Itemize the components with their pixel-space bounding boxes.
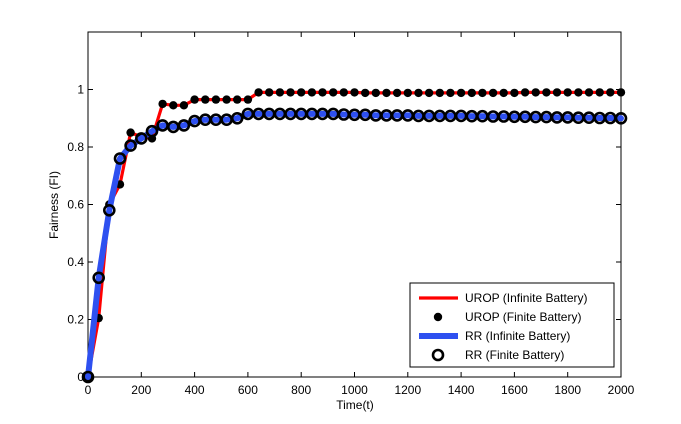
urop-finite-battery-point: [254, 88, 263, 97]
axis-tick-labels: 0 200 400 600 800 1000 1200 1400 1600 1800 2000 0 0.…: [67, 83, 634, 398]
urop-finite-battery-point: [233, 95, 242, 104]
x-tick-label: 800: [291, 383, 311, 397]
y-tick-label: 0.6: [67, 198, 84, 212]
rr-finite-battery-point: [135, 132, 148, 145]
rr-finite-battery-point: [145, 124, 159, 138]
urop-finite-battery-point: [243, 95, 253, 104]
x-tick-label: 1000: [341, 383, 368, 397]
rr-infinite-battery-line: [85, 110, 624, 380]
urop-finite-battery-point: [275, 88, 285, 97]
urop-finite-battery-point: [424, 88, 434, 98]
urop-finite-battery-point: [563, 88, 572, 97]
urop-finite-battery-point: [499, 88, 508, 98]
urop-finite-battery-point: [126, 128, 135, 137]
x-tick-label: 1800: [554, 383, 581, 397]
rr-finite-battery-point: [81, 370, 95, 384]
urop-finite-battery-point: [371, 88, 380, 98]
urop-finite-battery-point: [392, 88, 402, 98]
urop-finite-battery-point: [211, 95, 221, 104]
urop-finite-battery-point: [318, 88, 327, 97]
urop-finite-battery-point: [574, 88, 583, 97]
y-tick-label: 0.8: [67, 140, 84, 154]
urop-finite-battery-point: [201, 95, 210, 104]
rr-finite-battery-point: [113, 152, 127, 165]
urop-finite-battery-point: [350, 88, 359, 97]
x-tick-label: 200: [131, 383, 151, 397]
legend: UROP (Infinite Battery) UROP (Finite Batt…: [409, 282, 615, 368]
urop-finite-battery-point: [584, 88, 594, 97]
urop-finite-battery-point: [339, 88, 348, 97]
y-tick-label: 0: [77, 370, 84, 384]
axis-ticks: [87, 32, 622, 378]
urop-finite-battery-point: [616, 88, 626, 97]
urop-finite-battery-point: [190, 95, 199, 104]
urop-finite-battery-point: [531, 88, 540, 97]
x-tick-label: 600: [238, 383, 258, 397]
urop-finite-battery-point: [467, 88, 476, 98]
rr-finite-battery-point: [124, 139, 137, 152]
legend-swatch-rr-finite-battery: [431, 348, 445, 362]
urop-finite-battery-point: [456, 88, 466, 98]
y-axis-label: Fairness (FI): [47, 171, 61, 239]
urop-finite-battery-point: [307, 88, 317, 97]
urop-finite-battery-point: [403, 88, 412, 98]
rr-finite-battery-point: [177, 119, 191, 132]
series-layer: [81, 88, 628, 384]
urop-finite-battery-points: [83, 88, 626, 382]
urop-finite-battery-point: [158, 99, 167, 109]
urop-finite-battery-point: [286, 88, 295, 97]
urop-finite-battery-point: [478, 88, 487, 98]
urop-finite-battery-point: [329, 88, 338, 97]
urop-finite-battery-point: [222, 95, 231, 104]
urop-finite-battery-point: [606, 88, 615, 97]
rr-finite-battery-point: [614, 112, 628, 125]
x-tick-label: 400: [185, 383, 205, 397]
x-tick-label: 1400: [448, 383, 475, 397]
urop-finite-battery-point: [552, 88, 562, 97]
urop-finite-battery-point: [169, 101, 178, 110]
y-tick-label: 0.4: [67, 255, 84, 269]
x-tick-label: 1200: [394, 383, 421, 397]
urop-finite-battery-point: [382, 88, 391, 98]
legend-label: RR (Finite Battery): [465, 348, 564, 362]
rr-finite-battery-point: [230, 112, 244, 125]
x-axis-label: Time(t): [336, 398, 374, 412]
x-tick-label: 0: [85, 383, 92, 397]
legend-label: UROP (Finite Battery): [465, 310, 581, 324]
urop-finite-battery-point: [595, 88, 604, 97]
x-tick-label: 1600: [501, 383, 528, 397]
urop-finite-battery-point: [542, 88, 551, 97]
rr-finite-battery-point: [103, 204, 116, 217]
y-tick-label: 1: [77, 83, 84, 97]
rr-finite-battery-point: [92, 271, 105, 285]
urop-finite-battery-point: [361, 88, 370, 98]
urop-finite-battery-point: [265, 88, 274, 97]
x-tick-label: 2000: [608, 383, 635, 397]
legend-swatch-urop-finite-battery: [433, 312, 443, 322]
legend-label: RR (Infinite Battery): [465, 329, 570, 343]
urop-finite-battery-point: [435, 88, 444, 98]
urop-finite-battery-point: [179, 101, 189, 110]
urop-finite-battery-point: [510, 88, 519, 98]
urop-finite-battery-point: [446, 88, 455, 98]
urop-finite-battery-point: [414, 88, 423, 98]
rr-finite-battery-points: [81, 107, 628, 384]
legend-label: UROP (Infinite Battery): [465, 291, 587, 305]
y-tick-label: 0.2: [67, 313, 84, 327]
urop-finite-battery-point: [488, 88, 498, 98]
urop-finite-battery-point: [297, 88, 306, 97]
urop-finite-battery-point: [520, 88, 530, 97]
